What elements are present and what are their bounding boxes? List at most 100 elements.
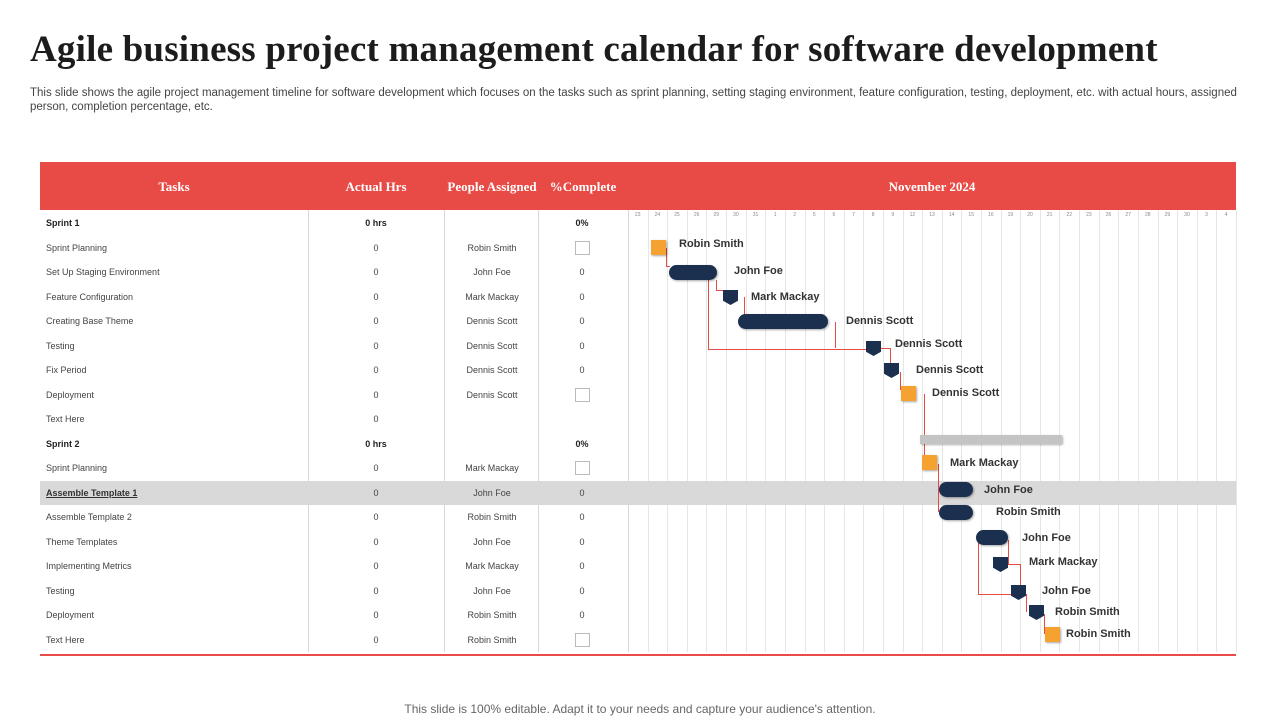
task-name: Deployment [46,610,95,621]
day-gridline [745,210,747,652]
actual-hrs: 0 [373,610,379,621]
day-label: 20 [1027,212,1033,218]
gantt-connector [744,297,745,315]
day-gridline [804,210,806,652]
day-label: 7 [852,212,855,218]
gantt-marker-square [922,455,937,470]
sprint-row[interactable]: Sprint 1 0 hrs 0% [40,211,1236,236]
complete-checkbox[interactable] [574,387,590,402]
gantt-label: John Foe [734,265,783,277]
people-assigned: Robin Smith [467,634,517,645]
gantt-label: Mark Mackay [1029,556,1098,568]
complete-percentage: 0 [579,487,585,498]
gantt-bar [939,482,973,497]
gantt-marker-tag [1011,585,1026,600]
task-row[interactable]: Deployment 0 Robin Smith 0 [40,603,1236,628]
gantt-connector [716,290,724,291]
task-row[interactable]: Assemble Template 2 0 Robin Smith 0 [40,505,1236,530]
page-subtitle: This slide shows the agile project manag… [30,87,1237,113]
day-gridline [1216,210,1218,652]
complete-checkbox[interactable] [574,461,590,476]
task-name: Sprint Planning [46,242,108,253]
day-gridline [1059,210,1061,652]
gantt-connector [716,280,717,290]
table-header: Tasks Actual Hrs People Assigned %Comple… [40,162,1236,210]
actual-hrs: 0 hrs [365,438,387,449]
task-row[interactable]: Text Here 0 [40,407,1236,432]
complete-percentage: 0 [579,316,585,327]
gantt-marker-square [901,386,916,401]
gantt-label: Dennis Scott [916,364,984,376]
task-name: Text Here [46,634,85,645]
gantt-label: Mark Mackay [751,291,820,303]
complete-cell [538,456,626,481]
day-gridline [1000,210,1002,652]
actual-hrs: 0 [373,242,379,253]
day-gridline [706,210,708,652]
column-divider [628,210,629,652]
complete-percentage: 0 [579,365,585,376]
task-row[interactable]: Deployment 0 Dennis Scott [40,383,1236,408]
gantt-connector [978,540,979,594]
gantt-connector [874,348,891,349]
gantt-bar [738,314,828,329]
gantt-label: John Foe [984,484,1033,496]
task-name: Sprint 2 [46,438,80,449]
task-row[interactable]: Fix Period 0 Dennis Scott 0 [40,358,1236,383]
day-label: 15 [968,212,974,218]
day-label: 22 [1066,212,1073,218]
task-row[interactable]: Creating Base Theme 0 Dennis Scott 0 [40,309,1236,334]
complete-percentage: 0% [575,218,589,229]
task-row[interactable]: Testing 0 John Foe 0 [40,579,1236,604]
day-labels: 23 24 25 26 29 30 31 1 2 5 6 7 8 9 12 13 14 15 16 19 20 21 22 2… [628,212,1236,224]
task-name: Sprint Planning [46,463,108,474]
sprint-row[interactable]: Sprint 2 0 hrs 0% [40,432,1236,457]
header-people-assigned: People Assigned [447,178,537,194]
task-row[interactable]: Set Up Staging Environment 0 John Foe 0 [40,260,1236,285]
task-row[interactable]: Theme Templates 0 John Foe 0 [40,530,1236,555]
people-assigned: Robin Smith [467,242,517,253]
actual-hrs: 0 [373,561,379,572]
gantt-connector [708,272,709,349]
people-assigned [444,432,540,457]
day-label: 1 [773,212,777,218]
day-gridline [941,210,943,652]
people-assigned: John Foe [473,267,511,278]
gantt-label: Robin Smith [1066,628,1131,640]
complete-checkbox[interactable] [574,632,590,647]
gantt-label: Robin Smith [679,238,744,250]
actual-hrs: 0 [373,267,379,278]
day-label: 3 [1205,212,1208,218]
day-gridline [863,210,865,652]
day-label: 25 [674,212,680,218]
people-assigned: Mark Mackay [465,463,519,474]
task-row[interactable]: Sprint Planning 0 Robin Smith [40,236,1236,261]
day-label: 16 [988,212,994,218]
task-row[interactable]: Assemble Template 1 0 John Foe 0 [40,480,1236,505]
day-gridline [1157,210,1159,652]
task-row[interactable]: Sprint Planning 0 Mark Mackay [40,456,1236,481]
task-name: Fix Period [46,365,87,376]
day-label: 26 [693,212,700,218]
task-name: Testing [46,585,75,596]
gantt-marker-tag [884,363,899,378]
actual-hrs: 0 [373,634,379,645]
day-label: 30 [1184,212,1190,218]
task-row[interactable]: Text Here 0 Robin Smith [40,628,1236,653]
day-label: 31 [752,212,759,218]
complete-percentage: 0 [579,561,585,572]
project-calendar-table: Tasks Actual Hrs People Assigned %Comple… [40,162,1237,656]
gantt-marker-tag [993,557,1008,572]
sprint-2-summary-bar [920,435,1062,444]
task-row[interactable]: Feature Configuration 0 Mark Mackay 0 [40,285,1236,310]
gantt-connector [938,464,939,512]
day-label: 5 [812,212,816,218]
actual-hrs: 0 [373,389,379,400]
task-row[interactable]: Implementing Metrics 0 Mark Mackay 0 [40,554,1236,579]
complete-checkbox[interactable] [574,240,590,255]
actual-hrs: 0 [373,487,379,498]
complete-percentage: 0 [579,585,585,596]
day-gridline [824,210,826,652]
task-row[interactable]: Testing 0 Dennis Scott 0 [40,334,1236,359]
day-gridline [843,210,845,652]
